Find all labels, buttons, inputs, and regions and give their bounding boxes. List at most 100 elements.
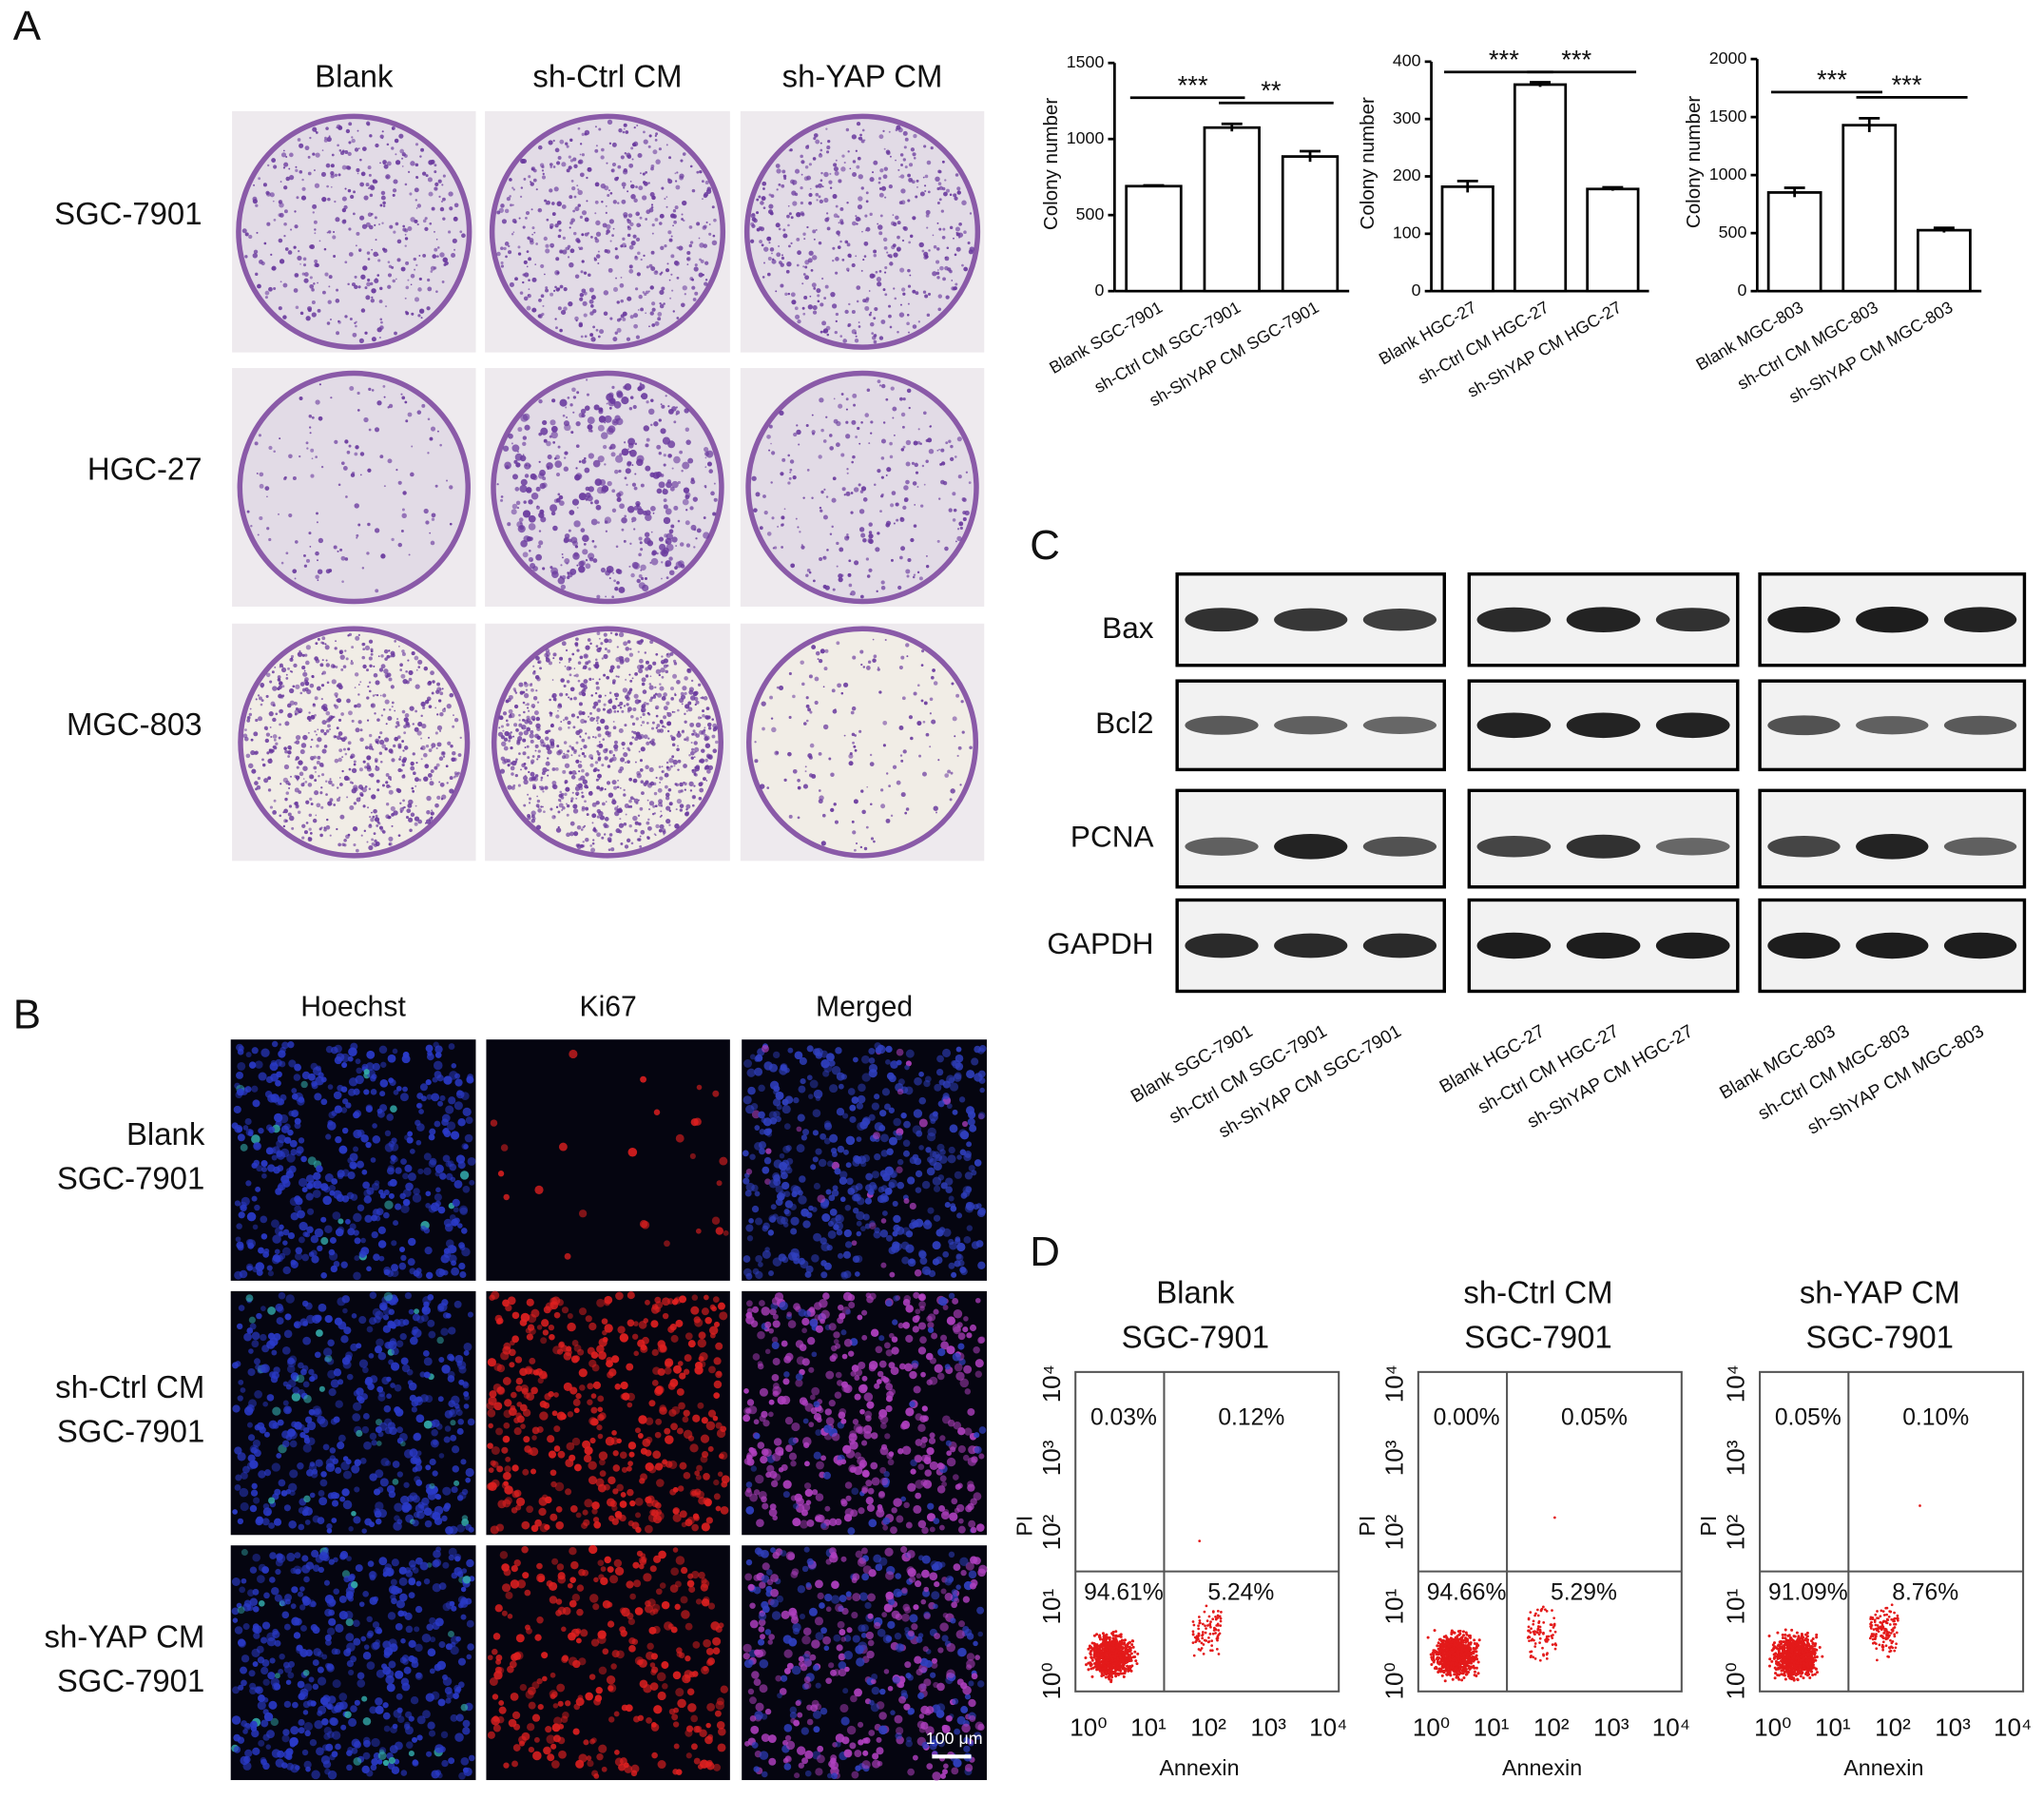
colony bbox=[834, 820, 839, 824]
colony bbox=[407, 659, 410, 662]
colony bbox=[640, 569, 643, 571]
colony bbox=[317, 728, 319, 731]
colony bbox=[569, 261, 574, 268]
colony bbox=[818, 751, 822, 756]
colony bbox=[836, 565, 839, 568]
colony bbox=[956, 190, 961, 195]
colony bbox=[595, 778, 599, 782]
colony bbox=[703, 516, 706, 519]
colony bbox=[670, 697, 674, 701]
y-axis-label: Colony number bbox=[1357, 97, 1379, 229]
colony bbox=[557, 493, 561, 496]
y-axis-label: Colony number bbox=[1040, 98, 1062, 230]
colony bbox=[902, 225, 907, 230]
cell-nucleus bbox=[347, 1171, 356, 1180]
cell-nucleus bbox=[653, 1109, 661, 1116]
cell-nucleus bbox=[296, 1150, 302, 1156]
colony bbox=[859, 845, 863, 849]
colony bbox=[654, 138, 658, 142]
colony bbox=[388, 836, 394, 842]
cell-nucleus bbox=[417, 1168, 424, 1175]
colony bbox=[383, 396, 386, 398]
colony bbox=[581, 768, 585, 773]
cell-nucleus bbox=[360, 1237, 366, 1244]
colony bbox=[958, 521, 964, 527]
colony bbox=[423, 752, 428, 758]
colony bbox=[873, 160, 878, 165]
colony bbox=[581, 711, 586, 715]
colony bbox=[250, 749, 256, 756]
cell-nucleus bbox=[335, 1135, 342, 1144]
colony bbox=[326, 818, 329, 822]
colony bbox=[588, 273, 591, 278]
colony bbox=[855, 149, 858, 152]
colony bbox=[616, 176, 619, 180]
error-bar bbox=[1300, 149, 1321, 163]
colony bbox=[607, 267, 613, 273]
colony bbox=[638, 658, 644, 664]
colony bbox=[768, 449, 771, 452]
cell-nucleus bbox=[395, 1167, 402, 1174]
colony bbox=[897, 235, 900, 240]
colony bbox=[526, 305, 531, 311]
colony bbox=[638, 294, 643, 300]
colony bbox=[269, 192, 275, 198]
colony bbox=[540, 263, 545, 269]
colony bbox=[368, 845, 374, 851]
colony bbox=[367, 468, 372, 473]
colony bbox=[789, 459, 795, 464]
colony bbox=[619, 786, 622, 789]
cell-nucleus bbox=[246, 1211, 257, 1222]
colony bbox=[907, 284, 912, 288]
colony bbox=[510, 762, 513, 765]
colony bbox=[645, 465, 651, 472]
colony bbox=[611, 508, 617, 513]
colony bbox=[877, 223, 879, 225]
colony bbox=[839, 547, 844, 552]
column-header: Hoechst bbox=[300, 991, 406, 1022]
cell-nucleus bbox=[238, 1211, 245, 1219]
colony bbox=[252, 199, 258, 204]
colony bbox=[311, 288, 315, 292]
colony bbox=[295, 775, 300, 781]
colony bbox=[642, 195, 647, 201]
colony bbox=[627, 640, 631, 644]
cell-nucleus bbox=[460, 1228, 468, 1234]
colony bbox=[659, 289, 665, 296]
colony bbox=[942, 277, 946, 281]
colony bbox=[885, 397, 889, 401]
colony bbox=[696, 170, 700, 174]
colony bbox=[594, 761, 599, 765]
colony bbox=[303, 669, 306, 672]
colony bbox=[901, 696, 906, 701]
colony bbox=[832, 708, 838, 714]
colony bbox=[295, 734, 301, 741]
colony bbox=[604, 415, 612, 423]
colony bbox=[663, 664, 668, 668]
colony bbox=[595, 504, 602, 511]
colony bbox=[627, 213, 633, 218]
colony bbox=[282, 824, 286, 828]
colony bbox=[410, 274, 415, 279]
colony bbox=[256, 472, 259, 474]
colony bbox=[590, 518, 598, 526]
colony bbox=[814, 676, 820, 682]
colony bbox=[453, 717, 459, 723]
colony bbox=[404, 713, 410, 718]
colony bbox=[380, 714, 383, 717]
cell-nucleus bbox=[251, 1195, 258, 1202]
cell-nucleus bbox=[366, 1050, 376, 1059]
colony bbox=[651, 301, 656, 306]
colony bbox=[872, 658, 877, 663]
colony bbox=[550, 202, 555, 205]
colony bbox=[950, 456, 955, 462]
colony bbox=[573, 164, 578, 168]
protein-band bbox=[1566, 834, 1641, 859]
colony bbox=[511, 503, 518, 510]
cell-nucleus bbox=[370, 1089, 377, 1095]
colony bbox=[560, 584, 567, 590]
colony bbox=[698, 272, 704, 278]
colony bbox=[511, 203, 514, 206]
colony bbox=[357, 147, 360, 150]
cell-nucleus bbox=[429, 1157, 437, 1166]
